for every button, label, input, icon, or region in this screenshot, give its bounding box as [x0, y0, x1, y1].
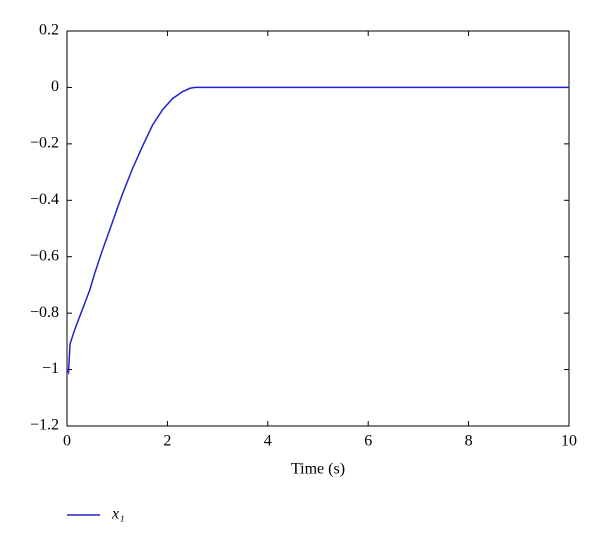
- legend-label: x₁: [111, 506, 125, 523]
- y-tick-label: 0: [51, 78, 59, 95]
- y-tick-label: 0.2: [39, 22, 59, 39]
- data-line: [66, 86, 569, 376]
- y-tick-label: −1: [42, 360, 59, 377]
- plot-frame: [66, 30, 570, 427]
- x-tick-label: 6: [364, 433, 372, 450]
- x-axis-label: Time (s): [291, 461, 345, 478]
- y-tick-label: −0.6: [30, 247, 59, 264]
- y-tick-label: −0.4: [30, 191, 59, 208]
- x-tick-label: 2: [163, 433, 171, 450]
- y-tick-label: −0.2: [30, 135, 59, 152]
- y-tick-label: −1.2: [30, 417, 59, 434]
- x-tick-label: 8: [465, 433, 473, 450]
- x-tick-label: 10: [561, 433, 577, 450]
- y-tick-label: −0.8: [30, 304, 59, 321]
- x-tick-label: 0: [63, 433, 71, 450]
- x-tick-label: 4: [264, 433, 272, 450]
